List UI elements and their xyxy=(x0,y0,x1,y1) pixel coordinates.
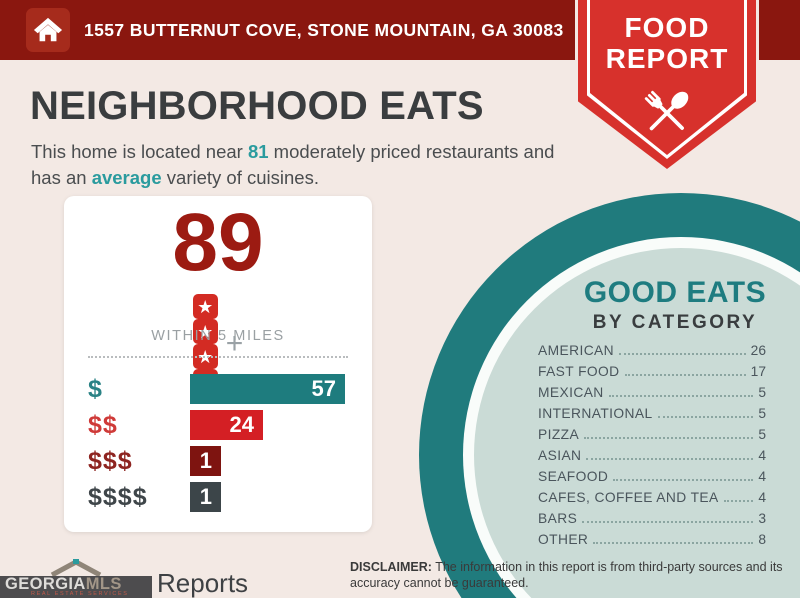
reports-label: Reports xyxy=(157,568,249,598)
category-count: 5 xyxy=(758,427,766,442)
price-bar-chart: $ 57 $$ 24 $$$ 1 $$$$ 1 xyxy=(64,374,372,512)
star-icon: ★ xyxy=(192,319,218,344)
dotted-leader xyxy=(657,415,754,418)
category-row: OTHER 8 xyxy=(538,529,766,550)
plus-sign: + xyxy=(225,327,244,360)
price-bar: 24 xyxy=(190,410,263,440)
page-title: NEIGHBORHOOD EATS xyxy=(30,84,484,128)
price-bar: 1 xyxy=(190,482,221,512)
good-eats-title: GOOD EATS xyxy=(583,276,767,309)
intro-line1-post: moderately priced restaurants and xyxy=(268,141,555,162)
category-name: INTERNATIONAL xyxy=(538,406,653,421)
category-row: MEXICAN 5 xyxy=(538,382,766,403)
logo-tagline: REAL ESTATE SERVICES xyxy=(31,591,129,597)
intro-line2-post: variety of cuisines. xyxy=(161,167,319,188)
price-bar-row: $$ 24 xyxy=(64,410,372,440)
category-count: 4 xyxy=(758,490,766,505)
logo-roof-icon xyxy=(50,559,102,581)
category-row: AMERICAN 26 xyxy=(538,340,766,361)
category-name: CAFES, COFFEE AND TEA xyxy=(538,490,719,505)
price-bar: 1 xyxy=(190,446,221,476)
restaurant-count: 81 xyxy=(247,141,269,162)
category-row: CAFES, COFFEE AND TEA 4 xyxy=(538,487,766,508)
georgiamls-logo: GEORGIA MLS REAL ESTATE SERVICES xyxy=(0,576,152,598)
dotted-divider xyxy=(88,356,348,358)
dotted-leader xyxy=(723,499,754,502)
category-name: SEAFOOD xyxy=(538,469,609,484)
intro-line2-pre: has an xyxy=(31,167,92,188)
category-list: AMERICAN 26 FAST FOOD 17 MEXICAN 5 INTER… xyxy=(538,340,766,550)
category-count: 5 xyxy=(758,385,766,400)
good-eats-subtitle: BY CATEGORY xyxy=(592,312,758,333)
spoon-fork-icon xyxy=(575,80,759,151)
home-icon xyxy=(26,8,70,52)
intro-text: This home is located near 81 moderately … xyxy=(31,139,591,191)
good-eats-heading: GOOD EATS BY CATEGORY xyxy=(535,276,800,334)
disclaimer-label: DISCLAIMER: xyxy=(350,560,432,574)
price-bar-row: $$$$ 1 xyxy=(64,482,372,512)
category-count: 5 xyxy=(758,406,766,421)
category-name: BARS xyxy=(538,511,578,526)
category-row: FAST FOOD 17 xyxy=(538,361,766,382)
logo-georgia-text: GEORGIA xyxy=(5,575,86,593)
dotted-leader xyxy=(582,520,754,523)
price-tier-label: $$$$ xyxy=(88,482,148,511)
category-row: ASIAN 4 xyxy=(538,445,766,466)
category-name: FAST FOOD xyxy=(538,364,620,379)
dotted-leader xyxy=(584,436,754,439)
category-count: 4 xyxy=(758,448,766,463)
dotted-leader xyxy=(613,478,754,481)
category-count: 3 xyxy=(758,511,766,526)
category-row: INTERNATIONAL 5 xyxy=(538,403,766,424)
category-count: 8 xyxy=(758,532,766,547)
dotted-leader xyxy=(608,394,754,397)
category-count: 4 xyxy=(758,469,766,484)
dotted-leader xyxy=(593,541,754,544)
price-tier-label: $$ xyxy=(88,410,118,439)
category-name: AMERICAN xyxy=(538,343,615,358)
dotted-leader xyxy=(624,373,746,376)
category-count: 26 xyxy=(750,343,766,358)
price-bar-row: $$$ 1 xyxy=(64,446,372,476)
badge-title-line2: REPORT xyxy=(605,43,729,74)
price-bar-value: 1 xyxy=(199,484,212,509)
category-count: 17 xyxy=(750,364,766,379)
price-tier-label: $$$ xyxy=(88,446,133,475)
food-report-badge: FOOD REPORT xyxy=(575,0,759,172)
score-card: 89 ★★★★ + WITHIN 5 MILES $ 57 $$ 24 $$$ xyxy=(64,196,372,532)
radius-label: WITHIN 5 MILES xyxy=(151,328,285,344)
disclaimer-text: DISCLAIMER: The information in this repo… xyxy=(350,559,786,591)
logo-mls-text: MLS xyxy=(85,575,122,593)
category-row: SEAFOOD 4 xyxy=(538,466,766,487)
category-row: BARS 3 xyxy=(538,508,766,529)
category-name: MEXICAN xyxy=(538,385,604,400)
price-bar-row: $ 57 xyxy=(64,374,372,404)
star-icon: ★ xyxy=(192,294,218,319)
price-bar-value: 24 xyxy=(229,412,254,437)
intro-line1-pre: This home is located near xyxy=(31,141,248,162)
category-name: PIZZA xyxy=(538,427,580,442)
price-tier-label: $ xyxy=(88,374,103,403)
badge-title-line1: FOOD xyxy=(624,12,710,43)
price-bar-value: 57 xyxy=(311,376,336,401)
restaurant-score: 89 xyxy=(172,197,264,288)
property-address: 1557 BUTTERNUT COVE, STONE MOUNTAIN, GA … xyxy=(84,19,564,40)
price-bar-value: 1 xyxy=(199,448,212,473)
dotted-leader xyxy=(619,352,746,355)
category-row: PIZZA 5 xyxy=(538,424,766,445)
logo-wordmark: GEORGIA MLS xyxy=(5,575,152,593)
dotted-leader xyxy=(586,457,754,460)
badge-content: FOOD REPORT xyxy=(575,0,759,151)
price-bar: 57 xyxy=(190,374,345,404)
variety-highlight: average xyxy=(91,167,162,188)
category-name: ASIAN xyxy=(538,448,582,463)
category-name: OTHER xyxy=(538,532,589,547)
disclaimer-body: The information in this report is from t… xyxy=(350,560,783,590)
